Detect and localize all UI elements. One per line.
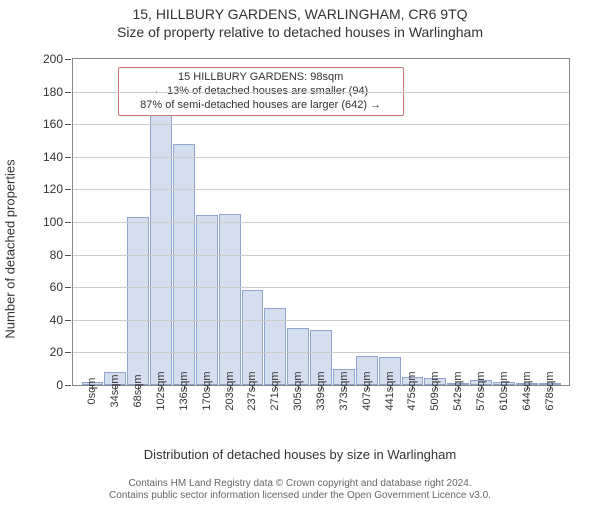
x-tick-label: 305sqm xyxy=(292,371,304,410)
y-axis-label: Number of detached properties xyxy=(3,159,18,338)
x-tick: 576sqm xyxy=(470,385,493,439)
x-tick-label: 203sqm xyxy=(224,371,236,410)
y-tick-label: 20 xyxy=(50,345,63,359)
x-tick: 644sqm xyxy=(515,385,538,439)
y-tick xyxy=(65,320,71,321)
x-tick-label: 339sqm xyxy=(315,371,327,410)
x-tick: 271sqm xyxy=(264,385,287,439)
plot-area: 0sqm34sqm68sqm102sqm136sqm170sqm203sqm23… xyxy=(72,58,570,386)
bar xyxy=(173,144,195,385)
x-tick: 203sqm xyxy=(218,385,241,439)
x-tick: 678sqm xyxy=(538,385,561,439)
chart-container: Number of detached properties 0sqm34sqm6… xyxy=(20,54,580,444)
y-tick-label: 140 xyxy=(43,150,63,164)
y-tick xyxy=(65,157,71,158)
x-tick-label: 136sqm xyxy=(178,371,190,410)
x-tick: 170sqm xyxy=(195,385,218,439)
x-tick-label: 542sqm xyxy=(452,371,464,410)
x-tick-label: 0sqm xyxy=(86,378,98,405)
y-tick xyxy=(65,189,71,190)
bar xyxy=(127,217,149,385)
page-address: 15, HILLBURY GARDENS, WARLINGHAM, CR6 9T… xyxy=(0,6,600,22)
x-tick-label: 68sqm xyxy=(132,374,144,407)
x-tick: 102sqm xyxy=(150,385,173,439)
x-tick-label: 441sqm xyxy=(384,371,396,410)
y-tick xyxy=(65,222,71,223)
x-tick-label: 170sqm xyxy=(201,371,213,410)
x-tick-label: 373sqm xyxy=(338,371,350,410)
x-tick: 339sqm xyxy=(310,385,333,439)
footer-attribution: Contains HM Land Registry data © Crown c… xyxy=(0,478,600,502)
footer-line1: Contains HM Land Registry data © Crown c… xyxy=(0,478,600,490)
x-tick-label: 509sqm xyxy=(429,371,441,410)
x-tick: 0sqm xyxy=(81,385,104,439)
y-tick-label: 160 xyxy=(43,117,63,131)
x-tick-label: 644sqm xyxy=(521,371,533,410)
x-tick-label: 475sqm xyxy=(406,371,418,410)
gridline xyxy=(73,124,569,125)
x-tick: 34sqm xyxy=(104,385,127,439)
x-tick-label: 237sqm xyxy=(246,371,258,410)
footer-line2: Contains public sector information licen… xyxy=(0,490,600,502)
gridline xyxy=(73,320,569,321)
x-tick-label: 678sqm xyxy=(544,371,556,410)
x-tick: 136sqm xyxy=(172,385,195,439)
bar xyxy=(196,215,218,385)
x-tick: 610sqm xyxy=(492,385,515,439)
page-subtitle: Size of property relative to detached ho… xyxy=(0,24,600,40)
gridline xyxy=(73,352,569,353)
annotation-line3: 87% of semi-detached houses are larger (… xyxy=(125,99,397,113)
x-tick: 475sqm xyxy=(401,385,424,439)
x-tick-label: 407sqm xyxy=(361,371,373,410)
gridline xyxy=(73,222,569,223)
x-tick-label: 610sqm xyxy=(498,371,510,410)
y-tick xyxy=(65,352,71,353)
y-tick-label: 40 xyxy=(50,313,63,327)
x-tick: 407sqm xyxy=(355,385,378,439)
y-tick xyxy=(65,124,71,125)
bar xyxy=(219,214,241,385)
y-tick xyxy=(65,255,71,256)
y-tick-label: 120 xyxy=(43,182,63,196)
annotation-line1: 15 HILLBURY GARDENS: 98sqm xyxy=(125,71,397,85)
y-tick xyxy=(65,92,71,93)
gridline xyxy=(73,92,569,93)
x-tick-label: 271sqm xyxy=(269,371,281,410)
y-tick-label: 100 xyxy=(43,215,63,229)
x-tick-label: 102sqm xyxy=(155,371,167,410)
y-tick xyxy=(65,59,71,60)
gridline xyxy=(73,287,569,288)
y-tick xyxy=(65,287,71,288)
y-tick-label: 80 xyxy=(50,248,63,262)
x-tick: 509sqm xyxy=(424,385,447,439)
x-ticks-group: 0sqm34sqm68sqm102sqm136sqm170sqm203sqm23… xyxy=(81,385,561,439)
gridline xyxy=(73,255,569,256)
x-axis-label: Distribution of detached houses by size … xyxy=(20,447,580,462)
x-tick: 305sqm xyxy=(287,385,310,439)
gridline xyxy=(73,189,569,190)
x-tick: 68sqm xyxy=(127,385,150,439)
x-tick: 542sqm xyxy=(447,385,470,439)
x-tick: 373sqm xyxy=(332,385,355,439)
y-tick-label: 180 xyxy=(43,85,63,99)
x-tick: 237sqm xyxy=(241,385,264,439)
y-tick-label: 0 xyxy=(56,378,63,392)
gridline xyxy=(73,157,569,158)
x-tick-label: 576sqm xyxy=(475,371,487,410)
y-tick xyxy=(65,385,71,386)
x-tick-label: 34sqm xyxy=(109,374,121,407)
bar xyxy=(150,111,172,385)
y-tick-label: 200 xyxy=(43,52,63,66)
y-tick-label: 60 xyxy=(50,280,63,294)
x-tick: 441sqm xyxy=(378,385,401,439)
